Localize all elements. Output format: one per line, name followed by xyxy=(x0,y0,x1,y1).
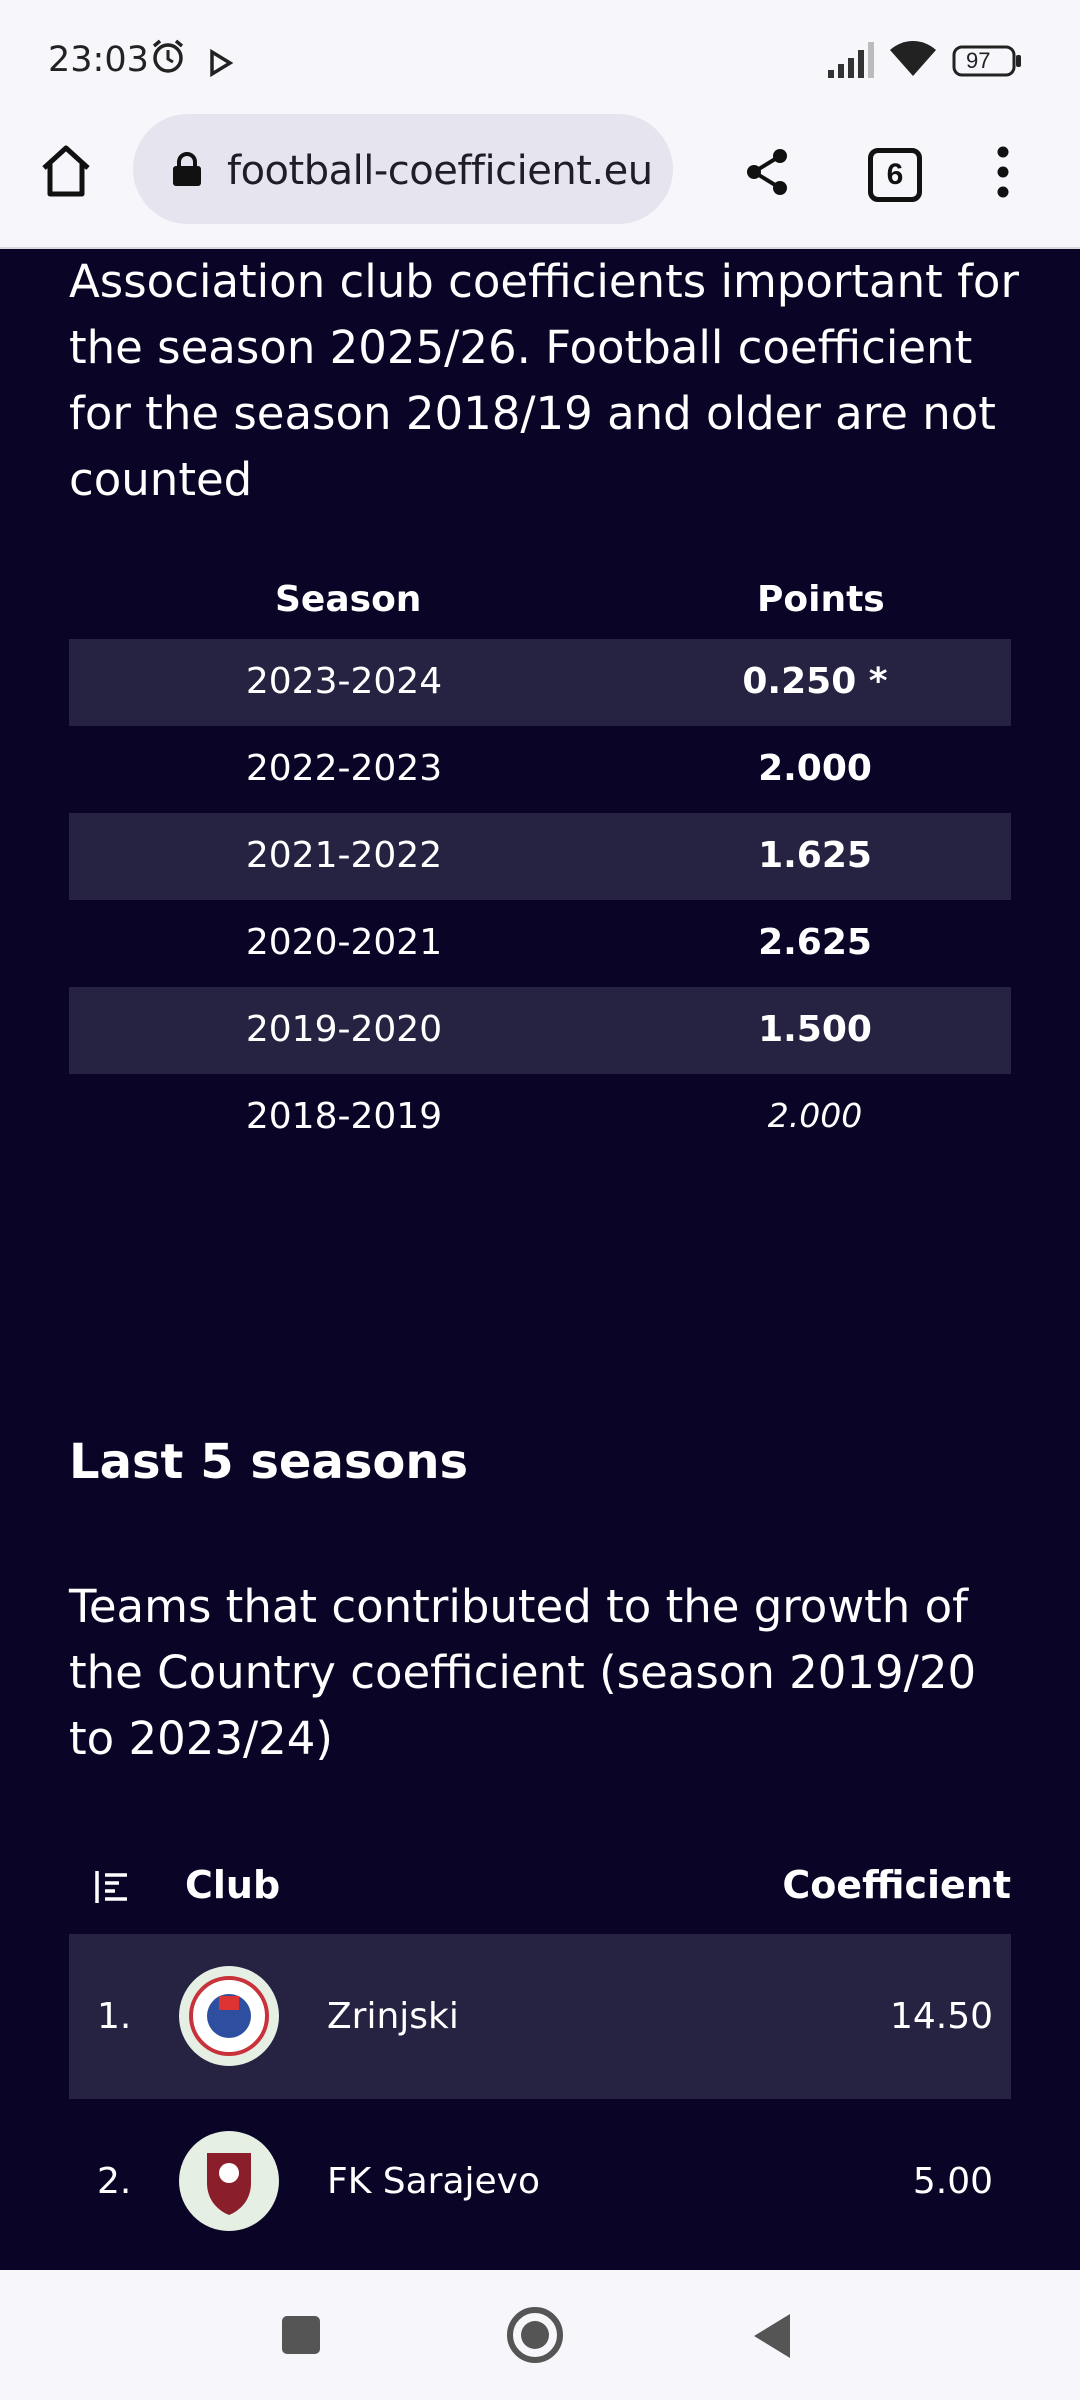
table-header: Season Points xyxy=(69,559,1011,639)
table-row: 2020-2021 2.625 xyxy=(69,900,1011,987)
coefficient-column-header[interactable]: Coefficient xyxy=(782,1863,1011,1907)
page-content: Association club coefficients important … xyxy=(0,249,1080,2269)
season-cell: 2022-2023 xyxy=(245,748,443,789)
points-cell: 0.250 * xyxy=(742,661,888,702)
club-name[interactable]: Zrinjski xyxy=(327,1996,459,2037)
battery-icon xyxy=(952,44,1022,86)
fk-sarajevo-logo xyxy=(179,2131,279,2231)
coefficient-cell: 14.50 xyxy=(889,1996,993,2037)
points-cell: 1.625 xyxy=(758,835,872,876)
season-cell: 2020-2021 xyxy=(245,922,443,963)
club-coefficient-table: Club Coefficient 1. Zrinjski 14.50 2. FK Sar… xyxy=(69,1829,1011,2264)
points-cell: 2.000 xyxy=(767,1096,863,1135)
tabs-count: 6 xyxy=(886,158,904,191)
last-5-seasons-description: Teams that contributed to the growth of … xyxy=(69,1580,977,1765)
url-text: football-coefficient.eu xyxy=(227,148,653,194)
season-cell: 2019-2020 xyxy=(245,1009,443,1050)
browser-toolbar: football-coefficient.eu 6 xyxy=(0,110,1080,249)
rank-cell: 1. xyxy=(97,1996,132,2037)
season-cell: 2021-2022 xyxy=(245,835,443,876)
signal-icon xyxy=(826,40,878,89)
play-icon xyxy=(208,44,234,86)
season-points-table: Season Points 2023-2024 0.250 * 2022-2023 2… xyxy=(69,559,1011,1161)
lock-icon xyxy=(171,152,203,193)
wifi-icon xyxy=(888,38,938,87)
rank-cell: 2. xyxy=(97,2161,132,2202)
address-bar[interactable]: football-coefficient.eu xyxy=(133,114,673,224)
back-button[interactable] xyxy=(752,2312,792,2365)
table-row[interactable]: 1. Zrinjski 14.50 xyxy=(69,1934,1011,2099)
zrinjski-logo xyxy=(179,1966,279,2066)
alarm-icon xyxy=(148,36,188,85)
table-row[interactable]: 2. FK Sarajevo 5.00 xyxy=(69,2099,1011,2264)
share-icon[interactable] xyxy=(742,146,792,203)
club-column-header[interactable]: Club xyxy=(185,1863,281,1907)
season-cell: 2023-2024 xyxy=(245,661,443,702)
home-nav-button[interactable] xyxy=(506,2306,564,2369)
status-bar: 23:03 97 xyxy=(0,0,1080,110)
season-cell: 2018-2019 xyxy=(245,1096,443,1137)
table-row: 2023-2024 0.250 * xyxy=(69,639,1011,726)
status-time: 23:03 xyxy=(48,40,149,80)
system-navigation-bar xyxy=(0,2270,1080,2400)
more-icon[interactable] xyxy=(994,146,1012,203)
intro-paragraph: Association club coefficients important … xyxy=(69,255,1019,506)
table-row: 2022-2023 2.000 xyxy=(69,726,1011,813)
sort-icon[interactable] xyxy=(93,1869,133,1910)
table-row: 2021-2022 1.625 xyxy=(69,813,1011,900)
points-cell: 2.625 xyxy=(758,922,872,963)
recents-button[interactable] xyxy=(280,2314,322,2361)
coefficient-cell: 5.00 xyxy=(912,2161,993,2202)
last-5-seasons-heading: Last 5 seasons xyxy=(69,1434,469,1490)
tab-switcher-button[interactable]: 6 xyxy=(868,148,922,202)
battery-level: 97 xyxy=(966,48,991,73)
season-column-header: Season xyxy=(275,579,422,620)
points-cell: 2.000 xyxy=(758,748,872,789)
home-icon[interactable] xyxy=(38,144,94,203)
club-name[interactable]: FK Sarajevo xyxy=(327,2161,541,2202)
table-row: 2019-2020 1.500 xyxy=(69,987,1011,1074)
points-column-header: Points xyxy=(757,579,885,620)
table-row: 2018-2019 2.000 xyxy=(69,1074,1011,1161)
points-cell: 1.500 xyxy=(758,1009,872,1050)
table-header: Club Coefficient xyxy=(69,1829,1011,1934)
